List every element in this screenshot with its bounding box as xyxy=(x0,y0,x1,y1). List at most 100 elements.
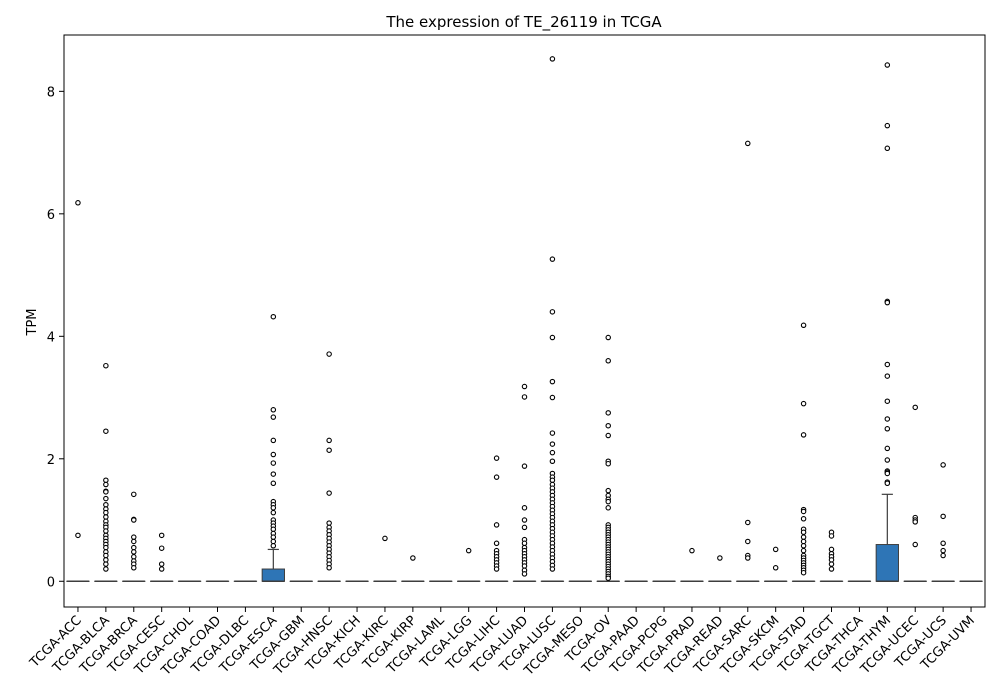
outlier-point xyxy=(549,458,556,464)
outlier-point xyxy=(158,545,165,551)
outlier-point xyxy=(912,404,918,411)
outlier-point xyxy=(940,540,946,547)
outlier-point xyxy=(605,422,611,429)
outlier-point xyxy=(549,56,556,62)
outlier-point xyxy=(605,487,611,494)
outlier-point xyxy=(465,547,472,554)
y-tick-label: 6 xyxy=(47,208,55,223)
outlier-point xyxy=(131,549,137,555)
outlier-point xyxy=(772,565,779,571)
outlier-point xyxy=(103,481,109,488)
outlier-point xyxy=(605,505,611,511)
outlier-point xyxy=(884,470,891,477)
outlier-point xyxy=(549,256,556,262)
y-tick-label: 4 xyxy=(47,330,55,345)
outlier-point xyxy=(884,445,891,452)
outlier-point xyxy=(131,538,137,545)
outlier-point xyxy=(549,309,556,315)
outlier-point xyxy=(549,449,556,456)
outlier-point xyxy=(326,490,332,496)
outlier-point xyxy=(549,394,556,401)
outlier-point xyxy=(605,334,611,341)
outlier-point xyxy=(884,426,891,432)
outlier-point xyxy=(605,432,611,439)
outlier-point xyxy=(605,498,611,505)
outlier-point xyxy=(103,561,109,567)
outlier-point xyxy=(884,457,891,463)
outlier-point xyxy=(493,455,500,461)
outlier-point xyxy=(270,451,277,458)
outlier-point xyxy=(549,441,556,447)
outlier-point xyxy=(158,566,165,572)
outlier-point xyxy=(940,513,946,520)
outlier-point xyxy=(270,414,277,420)
outlier-point xyxy=(103,489,109,495)
outlier-point xyxy=(326,447,332,453)
outlier-point xyxy=(326,351,332,357)
outlier-point xyxy=(800,547,807,554)
outlier-point xyxy=(605,575,611,581)
outlier-point xyxy=(884,299,891,306)
outlier-point xyxy=(549,430,556,436)
outlier-point xyxy=(270,471,277,477)
outlier-point xyxy=(493,474,500,480)
outlier-point xyxy=(103,362,109,369)
outlier-point xyxy=(800,400,807,407)
outlier-point xyxy=(521,463,528,469)
outlier-point xyxy=(745,140,751,147)
outlier-point xyxy=(326,565,332,571)
outlier-point xyxy=(745,519,751,526)
outlier-point xyxy=(772,546,779,553)
outlier-point xyxy=(75,532,81,539)
outlier-point xyxy=(103,495,109,502)
outlier-point xyxy=(493,566,500,572)
outlier-point xyxy=(884,398,891,404)
outlier-point xyxy=(270,543,277,549)
outlier-point xyxy=(884,122,891,129)
outlier-point xyxy=(689,547,695,554)
outlier-point xyxy=(605,410,611,416)
outlier-point xyxy=(884,480,891,487)
y-tick-label: 2 xyxy=(47,453,55,468)
outlier-point xyxy=(270,437,277,444)
outlier-point xyxy=(131,565,137,571)
outlier-point xyxy=(270,313,277,320)
outlier-point xyxy=(884,361,891,368)
outlier-point xyxy=(884,416,891,422)
plot-frame xyxy=(63,34,986,608)
outlier-point xyxy=(912,541,918,548)
outlier-point xyxy=(270,407,277,413)
outlier-point xyxy=(521,524,528,531)
outlier-point xyxy=(800,516,807,522)
outlier-point xyxy=(410,555,416,561)
outlier-point xyxy=(131,517,137,523)
outlier-point xyxy=(745,555,751,561)
outlier-point xyxy=(800,322,807,329)
outlier-point xyxy=(75,200,81,206)
box-body xyxy=(875,544,899,582)
outlier-point xyxy=(828,533,835,539)
chart-title: The expression of TE_26119 in TCGA xyxy=(385,13,662,32)
outlier-point xyxy=(884,145,891,152)
outlier-point xyxy=(800,508,807,515)
outlier-point xyxy=(549,334,556,341)
outlier-point xyxy=(103,566,109,572)
y-axis-label: TPM xyxy=(25,309,40,337)
outlier-point xyxy=(605,460,611,467)
y-tick-label: 8 xyxy=(47,85,55,100)
outlier-point xyxy=(521,383,528,390)
outlier-point xyxy=(270,505,277,511)
outlier-point xyxy=(884,373,891,379)
outlier-point xyxy=(549,378,556,385)
outlier-point xyxy=(521,394,528,400)
outlier-point xyxy=(521,571,528,577)
box-body xyxy=(261,568,285,582)
outlier-point xyxy=(493,522,500,528)
outlier-point xyxy=(521,517,528,523)
outlier-point xyxy=(493,540,500,547)
outlier-point xyxy=(745,538,751,545)
outlier-point xyxy=(940,547,946,554)
outlier-point xyxy=(270,460,277,466)
outlier-point xyxy=(800,569,807,576)
